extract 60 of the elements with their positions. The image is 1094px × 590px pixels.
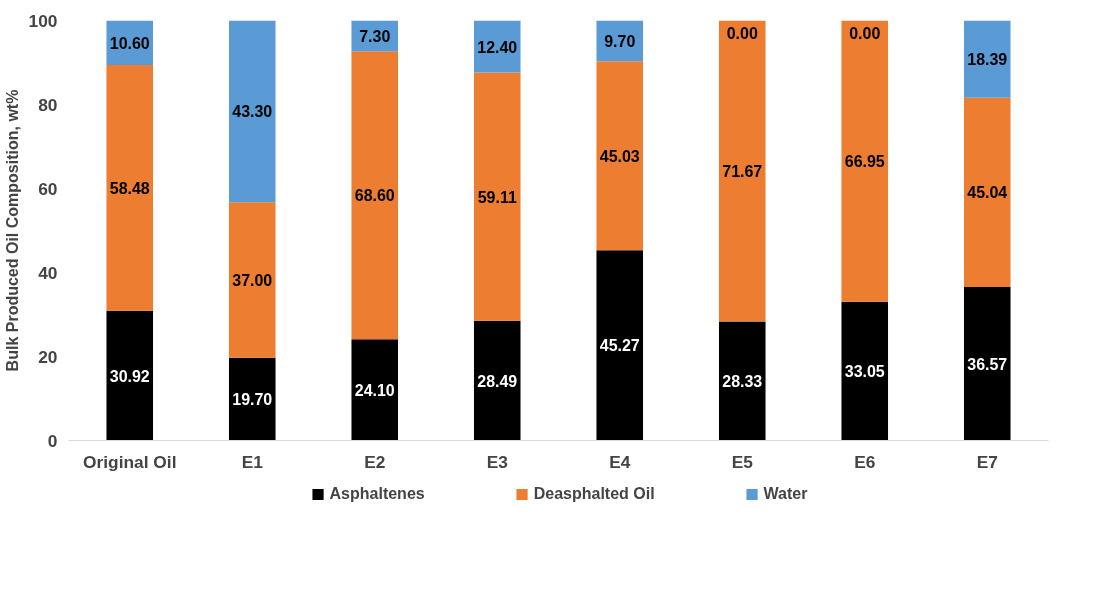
data-label: 19.70 bbox=[232, 391, 273, 409]
bar bbox=[228, 202, 276, 358]
data-label: 45.27 bbox=[599, 337, 640, 355]
legend-label: Asphaltenes bbox=[329, 485, 425, 503]
bar bbox=[106, 310, 154, 441]
bar bbox=[228, 20, 276, 203]
data-label: 59.11 bbox=[477, 188, 517, 206]
bar bbox=[963, 286, 1011, 441]
y-tick-label: 80 bbox=[38, 94, 58, 115]
data-label: 0.00 bbox=[849, 24, 881, 42]
data-label: 30.92 bbox=[109, 367, 150, 385]
bar bbox=[351, 339, 399, 441]
data-label: 33.05 bbox=[844, 363, 885, 381]
data-label: 9.70 bbox=[604, 32, 636, 50]
y-tick-label: 0 bbox=[47, 430, 58, 451]
data-label: 45.03 bbox=[599, 147, 640, 165]
x-tick-label: E3 bbox=[486, 451, 509, 472]
bar bbox=[963, 20, 1011, 98]
data-label: 10.60 bbox=[109, 34, 150, 52]
data-label: 7.30 bbox=[359, 27, 391, 45]
data-label: 28.33 bbox=[722, 373, 763, 391]
y-axis-title: Bulk Produced Oil Composition, wt% bbox=[3, 89, 21, 372]
y-tick-label: 60 bbox=[38, 178, 58, 199]
y-tick-label: 40 bbox=[38, 262, 58, 283]
data-label: 36.57 bbox=[967, 355, 1008, 373]
bar bbox=[841, 20, 889, 302]
bar bbox=[596, 250, 644, 441]
bar bbox=[106, 65, 154, 311]
data-label: 45.04 bbox=[967, 184, 1008, 202]
bar bbox=[841, 301, 889, 441]
bar bbox=[718, 20, 766, 322]
legend-label: Water bbox=[763, 485, 808, 503]
x-tick-label: E1 bbox=[241, 451, 264, 472]
x-tick-label: E2 bbox=[364, 451, 386, 472]
data-label: 66.95 bbox=[844, 153, 885, 171]
data-label: 24.10 bbox=[354, 381, 395, 399]
x-tick-label: Original Oil bbox=[83, 451, 177, 472]
bar bbox=[473, 320, 521, 441]
x-tick-label: E6 bbox=[854, 451, 876, 472]
data-label: 58.48 bbox=[109, 179, 150, 197]
bar bbox=[596, 61, 644, 251]
data-label: 12.40 bbox=[477, 38, 518, 56]
data-label: 71.67 bbox=[722, 163, 763, 181]
x-tick-label: E7 bbox=[976, 451, 998, 472]
y-tick-label: 100 bbox=[28, 10, 58, 31]
x-tick-label: E4 bbox=[609, 451, 631, 472]
bar bbox=[351, 51, 399, 340]
y-tick-label: 20 bbox=[38, 346, 58, 367]
bar bbox=[473, 72, 521, 321]
x-tick-label: E5 bbox=[731, 451, 754, 472]
data-label: 0.00 bbox=[726, 24, 758, 42]
data-label: 18.39 bbox=[967, 51, 1008, 69]
data-label: 68.60 bbox=[354, 187, 395, 205]
bar bbox=[718, 321, 766, 441]
legend-label: Deasphalted Oil bbox=[533, 485, 655, 503]
data-label: 28.49 bbox=[477, 372, 518, 390]
data-label: 43.30 bbox=[232, 103, 273, 121]
bar bbox=[228, 357, 276, 441]
data-label: 37.00 bbox=[232, 272, 273, 290]
bar bbox=[963, 97, 1011, 287]
